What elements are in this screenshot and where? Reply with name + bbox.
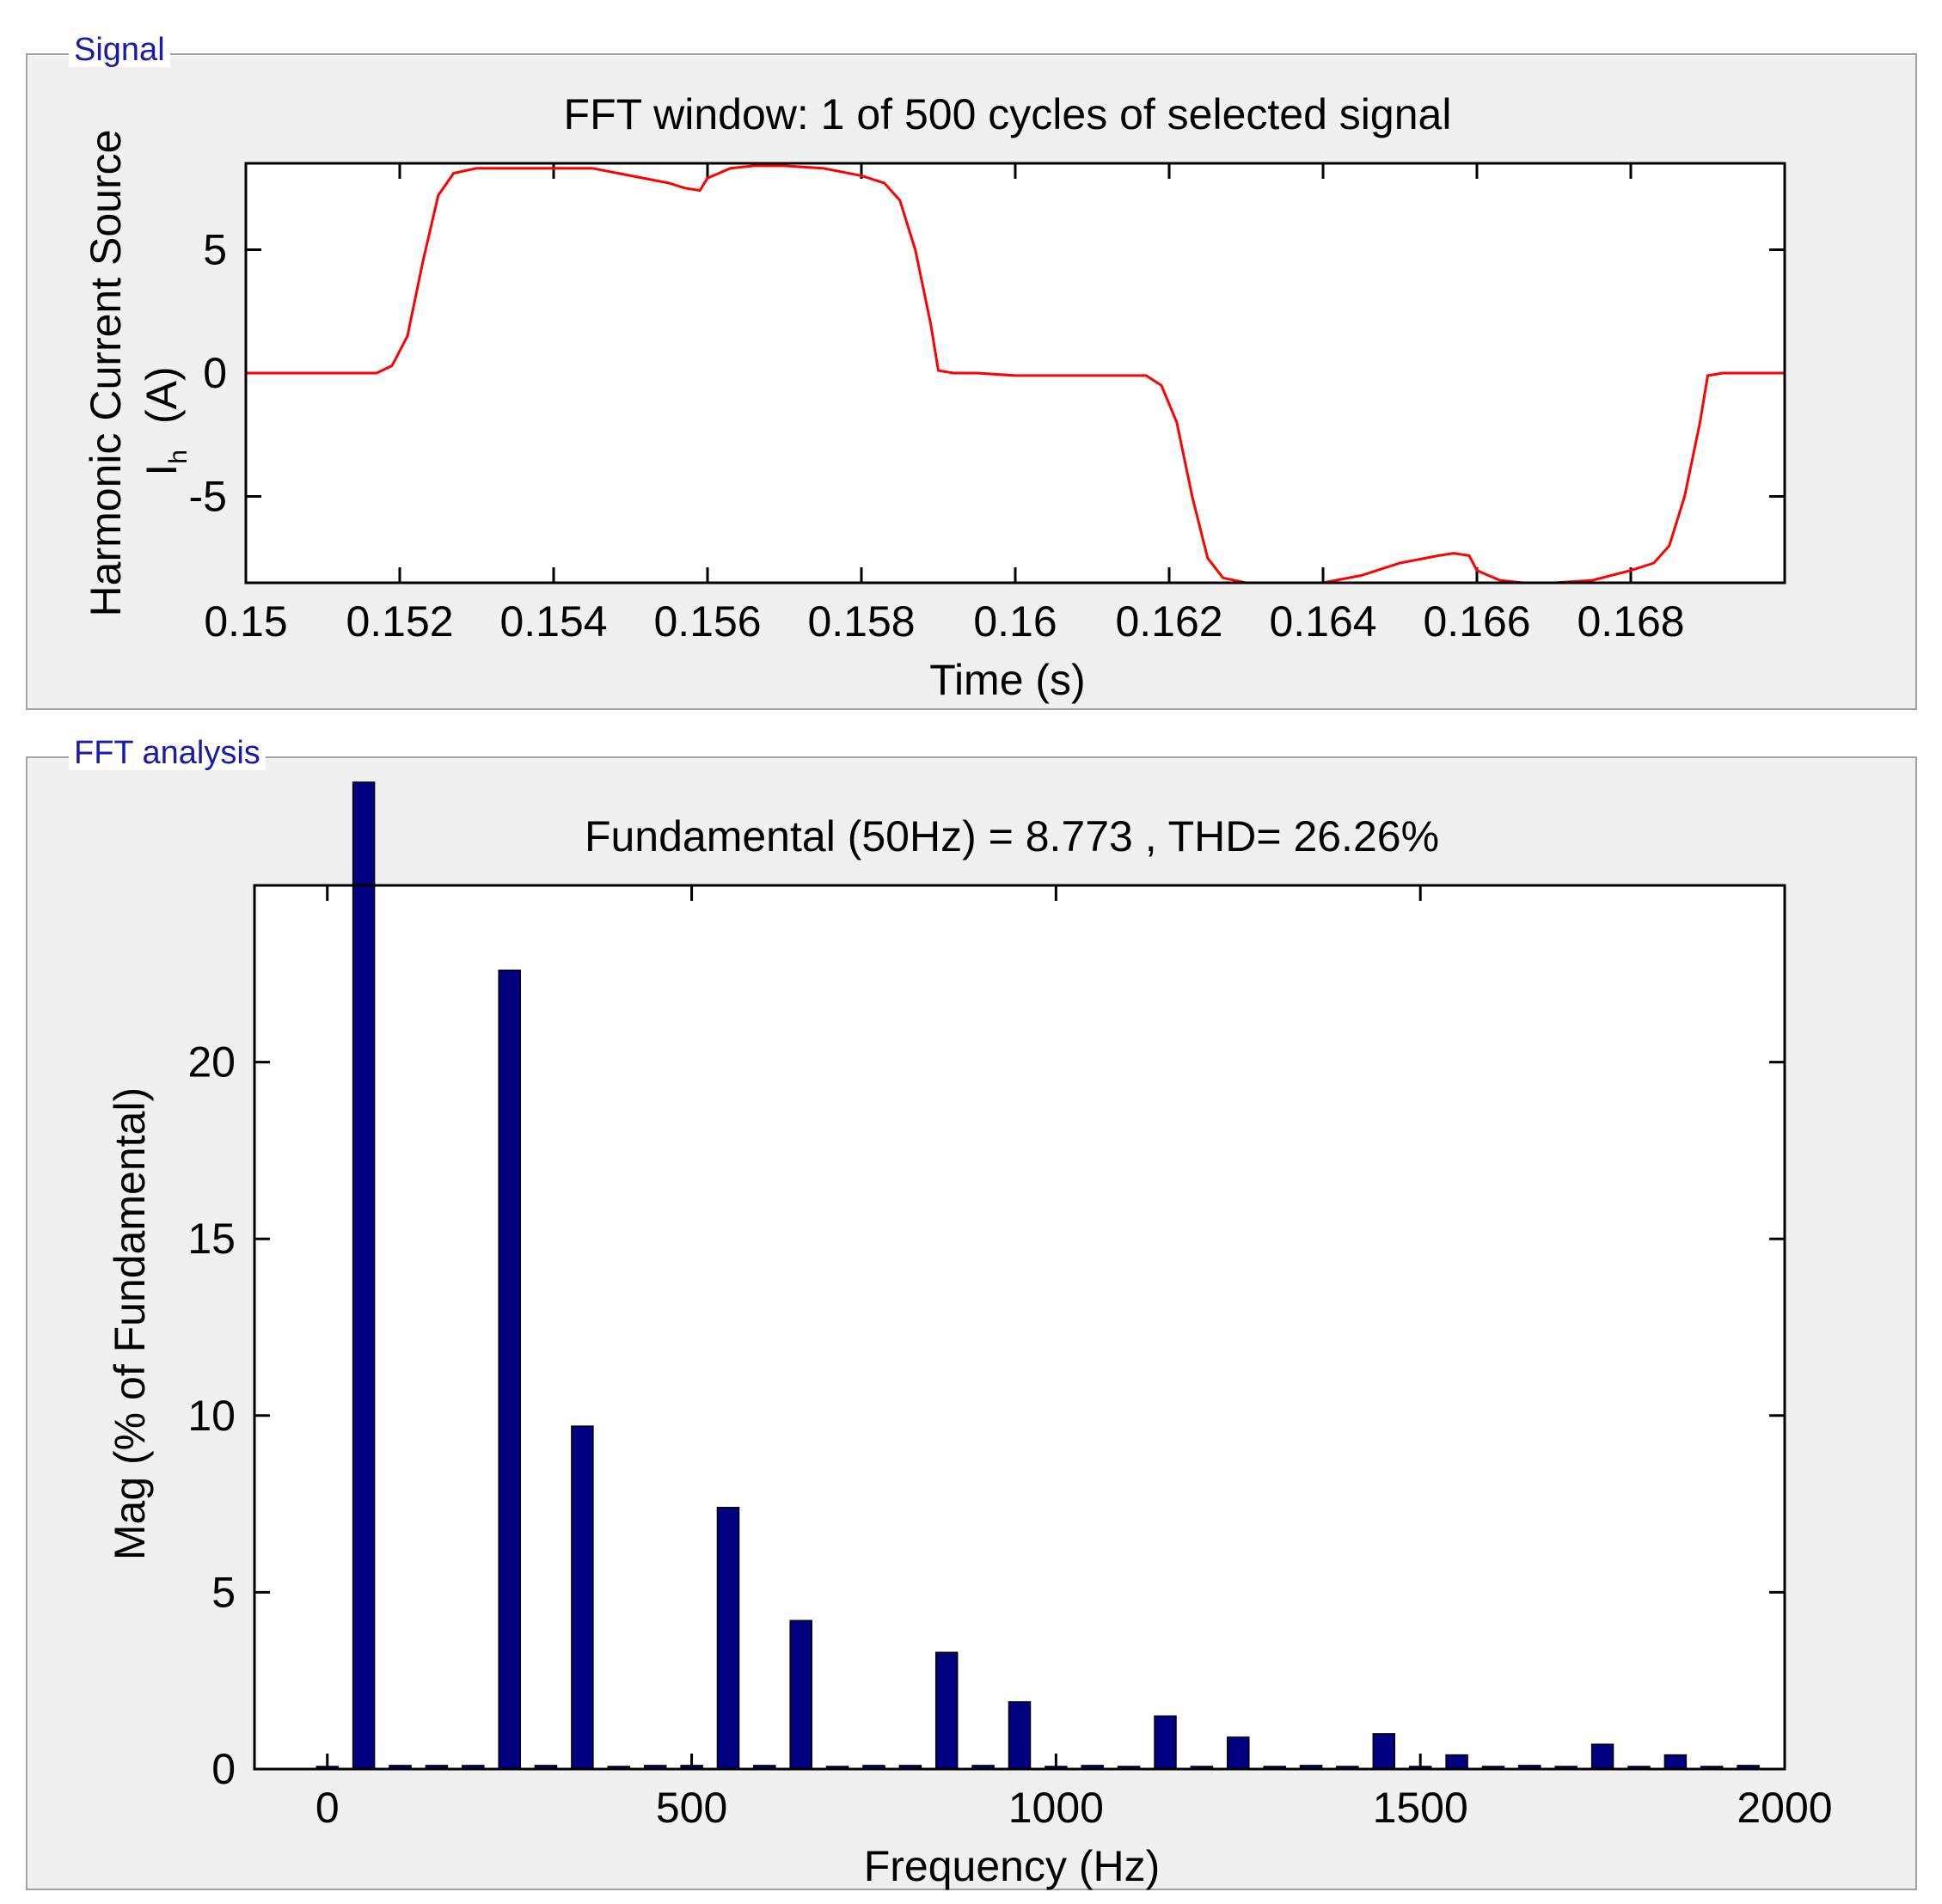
signal-y-tick-label: -5 xyxy=(189,473,227,521)
fft-y-tick-label: 0 xyxy=(211,1745,236,1793)
fft-bar-50hz xyxy=(352,781,376,1770)
fft-bar-1150hz xyxy=(1154,1715,1177,1770)
signal-x-tick-label: 0.152 xyxy=(346,597,453,646)
fft-plot-frame xyxy=(253,884,1786,1771)
fft-y-tick-label: 20 xyxy=(187,1038,236,1087)
fft-x-tick-labels: 0 500 1000 1500 2000 xyxy=(315,1784,1833,1832)
fft-plot-area[interactable] xyxy=(254,885,1785,1769)
signal-y-tick-label: 5 xyxy=(203,225,227,273)
fft-bar-1450hz xyxy=(1372,1733,1396,1770)
signal-y-axis-label-line2: Ih (A) xyxy=(138,366,193,475)
signal-y-tick-labels: -5 0 5 xyxy=(189,225,227,520)
signal-x-tick-label: 0.158 xyxy=(807,597,915,646)
fft-x-tick-label: 500 xyxy=(656,1784,727,1832)
fft-x-tick-label: 1500 xyxy=(1373,1784,1468,1832)
fft-y-tick-label: 10 xyxy=(187,1392,236,1440)
fft-bar-350hz xyxy=(571,1425,594,1770)
signal-y-tick-label: 0 xyxy=(203,349,227,397)
fft-panel-label: FFT analysis xyxy=(69,736,266,770)
fft-x-axis-label: Frequency (Hz) xyxy=(864,1842,1161,1890)
signal-x-tick-label: 0.168 xyxy=(1577,597,1684,646)
signal-x-tick-label: 0.16 xyxy=(973,597,1057,646)
signal-plot-frame xyxy=(244,162,1786,585)
signal-x-tick-label: 0.164 xyxy=(1269,597,1376,646)
fft-chart: Fundamental (50Hz) = 8.773 , THD= 26.26%… xyxy=(106,781,1833,1890)
signal-x-tick-label: 0.156 xyxy=(653,597,761,646)
fft-chart-title: Fundamental (50Hz) = 8.773 , THD= 26.26% xyxy=(585,812,1439,860)
fft-bar-850hz xyxy=(934,1651,959,1770)
signal-chart: FFT window: 1 of 500 cycles of selected … xyxy=(82,90,1786,704)
signal-y-axis-label-line1: Harmonic Current Source xyxy=(82,130,130,617)
fft-bar-250hz xyxy=(498,969,521,1770)
fft-bar-1250hz xyxy=(1227,1736,1250,1770)
fft-bar-1750hz xyxy=(1590,1743,1614,1770)
fft-bar-1550hz xyxy=(1445,1754,1468,1770)
signal-panel-label: Signal xyxy=(69,33,170,67)
fft-bar-950hz xyxy=(1008,1701,1032,1770)
signal-plot-area[interactable] xyxy=(246,163,1785,583)
fft-y-tick-label: 5 xyxy=(211,1568,236,1616)
signal-y-axis-unit: (A) xyxy=(138,366,186,424)
fft-x-tick-label: 0 xyxy=(315,1784,340,1832)
fft-y-tick-labels: 0 5 10 15 20 xyxy=(187,1038,236,1793)
signal-chart-title: FFT window: 1 of 500 cycles of selected … xyxy=(564,90,1452,138)
signal-y-axis-symbol: I xyxy=(138,464,186,476)
signal-x-tick-labels: 0.15 0.152 0.154 0.156 0.158 0.16 0.162 0.164 0.… xyxy=(204,597,1684,646)
fft-y-axis-label: Mag (% of Fundamental) xyxy=(106,1087,154,1560)
signal-x-axis-label: Time (s) xyxy=(929,656,1085,704)
signal-x-tick-label: 0.162 xyxy=(1115,597,1222,646)
fft-y-tick-label: 15 xyxy=(187,1215,236,1263)
fft-bar-650hz xyxy=(789,1619,812,1770)
signal-y-axis-subscript: h xyxy=(164,450,193,464)
fft-bar-550hz xyxy=(716,1506,740,1770)
fft-bar-1850hz xyxy=(1663,1754,1688,1770)
fft-x-tick-label: 1000 xyxy=(1008,1784,1104,1832)
signal-x-tick-label: 0.166 xyxy=(1423,597,1530,646)
fft-x-tick-label: 2000 xyxy=(1737,1784,1832,1832)
signal-x-tick-label: 0.15 xyxy=(204,597,287,646)
signal-x-tick-label: 0.154 xyxy=(499,597,607,646)
